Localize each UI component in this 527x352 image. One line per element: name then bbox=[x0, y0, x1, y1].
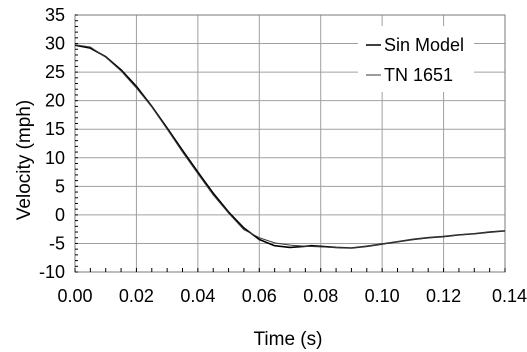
x-tick-label: 0.06 bbox=[242, 286, 277, 306]
y-tick-label: 25 bbox=[45, 62, 65, 82]
x-tick-label: 0.08 bbox=[303, 286, 338, 306]
x-tick-label: 0.02 bbox=[119, 286, 154, 306]
minor-ticks bbox=[74, 14, 506, 273]
legend-label-sin-model: Sin Model bbox=[384, 35, 464, 55]
x-tick-label: 0.12 bbox=[426, 286, 461, 306]
y-tick-label: 35 bbox=[45, 5, 65, 25]
x-tick-label: 0.04 bbox=[180, 286, 215, 306]
x-tick-label: 0.10 bbox=[365, 286, 400, 306]
x-tick-label: 0.00 bbox=[57, 286, 92, 306]
y-axis-ticks: -10 -5 0 5 10 15 20 25 30 35 bbox=[39, 5, 65, 282]
y-tick-label: 5 bbox=[55, 176, 65, 196]
y-tick-label: -10 bbox=[39, 262, 65, 282]
y-tick-label: 15 bbox=[45, 119, 65, 139]
y-tick-label: 20 bbox=[45, 91, 65, 111]
x-axis-ticks: 0.00 0.02 0.04 0.06 0.08 0.10 0.12 0.14 bbox=[57, 286, 527, 306]
y-tick-label: -5 bbox=[49, 233, 65, 253]
y-axis-title: Velocity (mph) bbox=[14, 100, 35, 220]
x-tick-label: 0.14 bbox=[492, 286, 527, 306]
series-line-tn-1651 bbox=[74, 44, 506, 249]
legend: Sin Model TN 1651 bbox=[358, 26, 474, 92]
y-tick-label: 10 bbox=[45, 148, 65, 168]
series-layer bbox=[74, 44, 506, 249]
legend-box bbox=[358, 26, 474, 92]
y-tick-label: 30 bbox=[45, 34, 65, 54]
legend-label-tn-1651: TN 1651 bbox=[384, 65, 453, 85]
x-axis-title: Time (s) bbox=[254, 329, 323, 350]
y-tick-label: 0 bbox=[55, 205, 65, 225]
